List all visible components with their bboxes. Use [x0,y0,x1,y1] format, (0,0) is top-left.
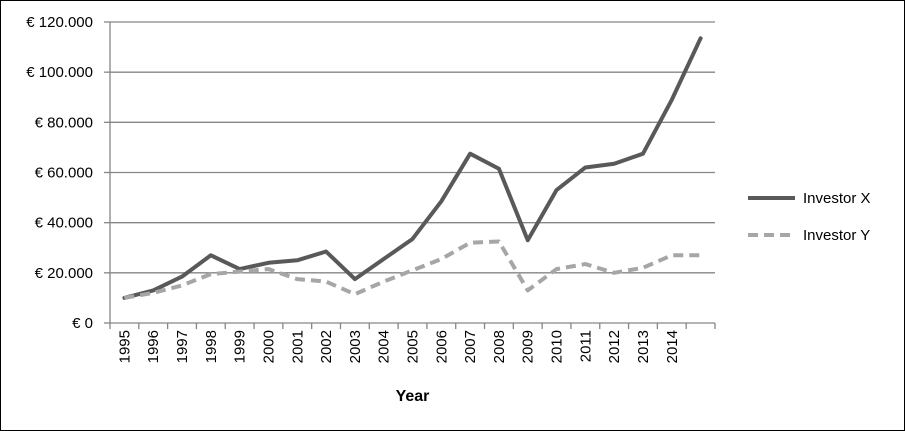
x-tick-label: 2013 [635,330,652,363]
x-tick-label: 1998 [203,330,220,363]
legend-label: Investor X [803,190,871,207]
x-tick-label: 1996 [145,330,162,363]
x-tick-label: 2011 [577,330,594,362]
y-tick-label: € 120.000 [26,14,93,31]
x-axis-title: Year [396,388,430,405]
y-tick-label: € 60.000 [35,165,93,182]
x-tick-label: 2004 [376,330,393,363]
series-line-1 [124,239,701,300]
x-tick-label: 1999 [232,330,249,363]
x-tick-label: 2007 [462,330,479,363]
y-tick-label: € 80.000 [35,114,93,131]
x-tick-label: 2006 [433,330,450,363]
x-tick-label: 2005 [405,330,422,363]
x-tick-label: 2008 [491,330,508,363]
x-tick-label: 2003 [347,330,364,363]
legend-label: Investor Y [803,227,870,244]
y-tick-label: € 40.000 [35,215,93,232]
y-tick-label: € 100.000 [26,64,93,81]
x-tick-label: 2001 [289,330,306,363]
x-tick-label: 2009 [520,330,537,363]
x-tick-label: 2014 [664,330,681,363]
x-tick-label: 2010 [549,330,566,363]
x-tick-label: 2012 [606,330,623,363]
x-tick-label: 1997 [174,330,191,363]
y-tick-label: € 0 [72,315,93,332]
series-line-0 [122,36,703,300]
x-tick-label: 2000 [260,330,277,363]
y-tick-label: € 20.000 [35,265,93,282]
x-tick-label: 1995 [116,330,133,363]
x-tick-label: 2002 [318,330,335,363]
